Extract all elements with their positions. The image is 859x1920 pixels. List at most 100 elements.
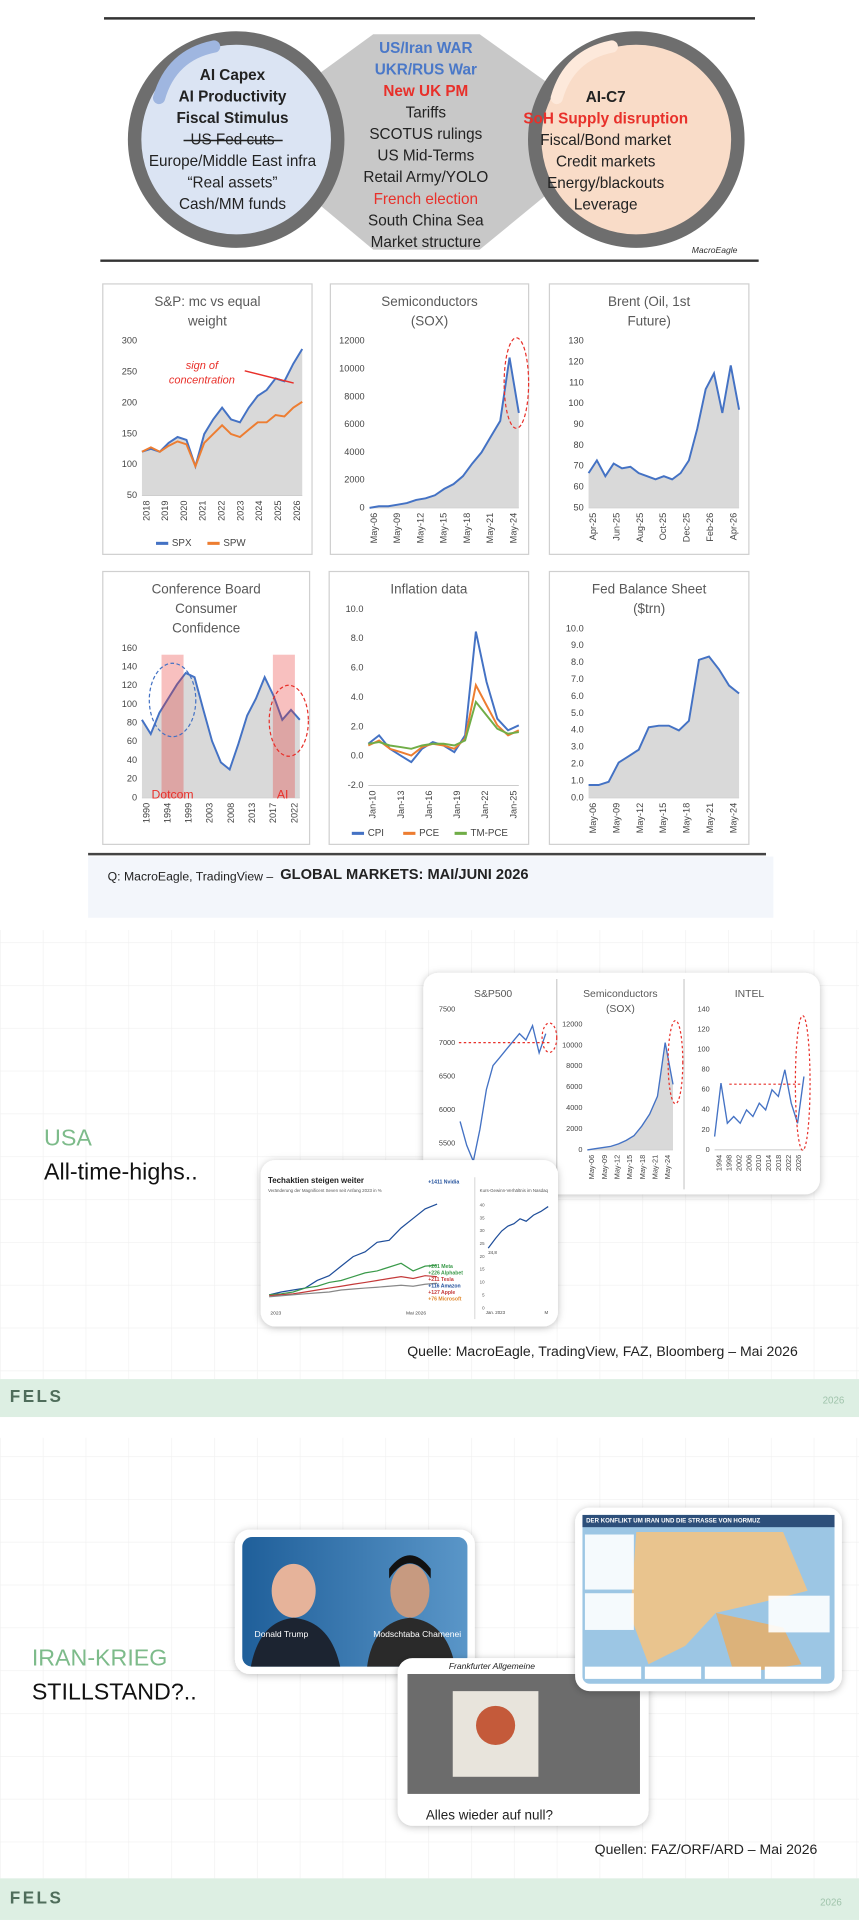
y-tick-label: 10000 (562, 1040, 582, 1049)
person (389, 1555, 431, 1579)
y-tick-label: 3.0 (571, 742, 584, 752)
venn-item: Credit markets (556, 154, 656, 171)
line (369, 357, 520, 509)
headline: Alles wieder auf null? (426, 1808, 553, 1823)
highlight-ring (503, 337, 530, 429)
land (630, 1532, 808, 1665)
x-tick-label: May-21 (485, 513, 495, 544)
subheading: STILLSTAND?.. (32, 1679, 197, 1705)
y-tick-label: 80 (573, 440, 583, 450)
person (390, 1563, 430, 1618)
x-tick-label: Aug-25 (635, 513, 645, 543)
area (588, 365, 740, 508)
person (271, 1563, 316, 1618)
annotation: AI (277, 788, 289, 802)
x-tick-label: 2022 (217, 501, 227, 521)
y-tick-label: 110 (569, 377, 584, 387)
legend-label: SPW (223, 538, 246, 549)
venn-item: Energy/blackouts (547, 175, 665, 192)
y-tick-label: 60 (127, 736, 137, 746)
highlight (550, 40, 618, 105)
panel-title: weight (187, 313, 227, 328)
person (367, 1617, 456, 1667)
x-tick-label: May-18 (638, 1155, 647, 1179)
heading: IRAN-KRIEG (32, 1644, 168, 1670)
panel-title: (SOX) (606, 1004, 635, 1015)
x-tick-label: 1994 (162, 803, 172, 823)
band (161, 654, 184, 798)
legend-label: PCE (419, 828, 440, 839)
line (141, 400, 303, 469)
y-tick-label: 25 (480, 1241, 485, 1246)
y-tick-label: 10.0 (566, 623, 584, 633)
legend-box (584, 1593, 634, 1630)
y-tick-label: 15 (480, 1267, 485, 1272)
y-tick-label: 5 (482, 1292, 485, 1297)
series-label: +211 Tesla (428, 1277, 454, 1283)
venn-item: US/Iran WAR (379, 40, 472, 57)
x-tick-label: 1999 (184, 803, 194, 823)
y-tick-label: 20 (127, 774, 137, 784)
y-tick-label: 70 (573, 461, 583, 471)
heading: USA (44, 1124, 92, 1150)
series-label: +261 Meta (428, 1264, 453, 1270)
x-tick-label: May-06 (588, 803, 598, 834)
photo-caption: Donald Trump (255, 1629, 309, 1639)
venn-item: Market structure (371, 234, 481, 251)
y-tick-label: 1.0 (571, 775, 584, 785)
y-tick-label: 7500 (439, 1004, 455, 1013)
y-tick-label: 2.0 (351, 721, 364, 731)
venn-item: Fiscal Stimulus (176, 110, 288, 127)
annotation: concentration (169, 375, 235, 387)
x-tick-label: 2018 (774, 1155, 783, 1171)
line (587, 365, 741, 481)
venn-item: UKR/RUS War (375, 62, 477, 79)
y-tick-label: 12000 (339, 336, 364, 346)
x-tick-label: May-21 (705, 803, 715, 834)
venn-item: Fiscal/Bond market (540, 132, 672, 149)
x-tick-label: 2014 (764, 1155, 773, 1171)
source: Q: MacroEagle, TradingView – (108, 870, 274, 884)
y-tick-label: 7.0 (571, 674, 584, 684)
y-tick-label: 140 (697, 1004, 709, 1013)
map-box (704, 1666, 762, 1679)
footer-year: 2026 (820, 1897, 842, 1908)
y-tick-label: 8000 (344, 391, 364, 401)
line (269, 1262, 438, 1296)
y-tick-label: 100 (122, 459, 137, 469)
venn-item: AI-C7 (586, 89, 626, 106)
x-tick-label: 2019 (160, 501, 170, 521)
y-tick-label: 8000 (566, 1061, 582, 1070)
venn-item: Cash/MM funds (179, 196, 286, 213)
y-tick-label: 130 (568, 336, 583, 346)
highlight (152, 40, 221, 105)
series-label: +116 Amazon (428, 1283, 460, 1289)
x-tick-label: May-24 (663, 1155, 672, 1179)
area (141, 672, 300, 798)
x-tick-label: Jan-10 (368, 791, 378, 819)
legend-label: TM-PCE (470, 828, 508, 839)
x-tick-label: 1990 (141, 803, 151, 823)
series-label: +226 Alphabet (428, 1270, 463, 1276)
x-tick-label: Mai 2026 (406, 1310, 426, 1316)
legend-label: CPI (368, 828, 384, 839)
panel-title: (SOX) (411, 313, 448, 328)
x-tick-label: 2008 (226, 803, 236, 823)
panel-title: Conference Board (152, 581, 261, 596)
panel-title: INTEL (735, 989, 765, 1000)
line (141, 671, 301, 772)
x-tick-label: 2020 (179, 501, 189, 521)
x-tick-label: May-18 (462, 513, 472, 544)
highlight-ring (541, 1022, 558, 1053)
x-tick-label: May-15 (625, 1155, 634, 1179)
y-tick-label: 0 (482, 1305, 485, 1310)
y-tick-label: -2.0 (348, 780, 364, 790)
annotation: Dotcom (151, 788, 193, 802)
panel-title: S&P: mc vs equal (154, 294, 260, 309)
y-tick-label: 6.0 (571, 691, 584, 701)
arrow (244, 370, 294, 384)
y-tick-label: 20 (702, 1125, 710, 1134)
x-tick-label: Apr-25 (588, 513, 598, 540)
x-tick-label: 2023 (270, 1310, 281, 1316)
